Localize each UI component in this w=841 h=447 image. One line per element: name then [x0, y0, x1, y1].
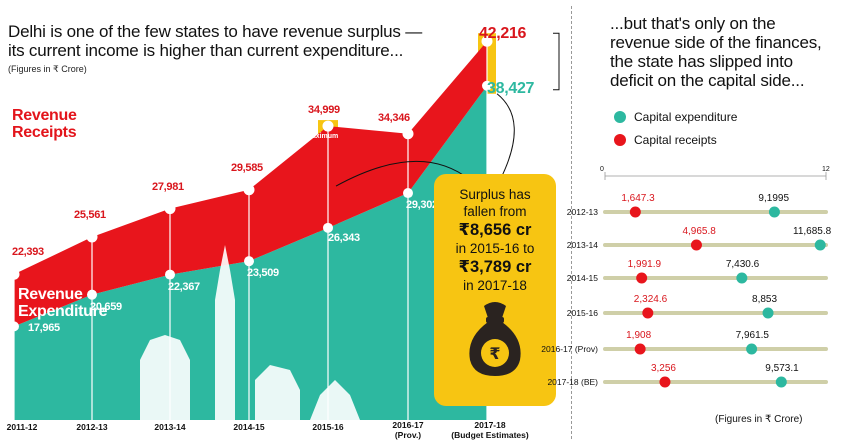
dot-receipts-label: 3,256 — [650, 363, 676, 374]
dot-row-year: 2016-17 (Prov) — [541, 344, 598, 354]
receipt-value-label: 25,561 — [74, 209, 106, 222]
revenue-receipts-label: Revenue Receipts — [12, 107, 77, 141]
dot-figures-note: (Figures in ₹ Crore) — [715, 414, 803, 425]
expenditure-value-label: 17,965 — [28, 322, 60, 335]
dot-expenditure-label: 8,853 — [752, 294, 778, 305]
expenditure-value-label: 23,509 — [247, 267, 279, 280]
callout-pointer-2017 — [496, 93, 515, 181]
receipt-point-0 — [8, 268, 20, 280]
legend-capex-text: Capital expenditure — [634, 110, 738, 124]
receipt-point-6 — [481, 35, 493, 47]
expenditure-point-4 — [323, 222, 333, 233]
legend-red-dot — [614, 134, 626, 146]
receipt-point-4 — [322, 120, 334, 132]
expenditure-point-3 — [244, 256, 254, 267]
expenditure-point-0 — [9, 321, 19, 332]
receipt-value-label: 42,216 — [479, 25, 527, 43]
expenditure-point-6 — [482, 80, 492, 91]
dot-receipts-label: 2,324.6 — [633, 294, 668, 305]
right-title-line2: revenue side of the finances, — [610, 33, 822, 52]
receipt-value-label: 27,981 — [152, 180, 184, 193]
dot-expenditure-label: 9,1995 — [758, 193, 790, 204]
right-title-line1: ...but that's only on the — [610, 14, 776, 33]
callout-pointer-2015 — [335, 160, 471, 187]
legend-caprec-text: Capital receipts — [634, 133, 717, 147]
revenue-receipts-band — [14, 41, 487, 327]
receipt-value-label: 34,346 — [378, 111, 410, 124]
revenue-expenditure-area — [14, 85, 487, 420]
expenditure-value-label: 22,367 — [168, 280, 200, 293]
dot-receipts-label: 1,908 — [626, 330, 652, 341]
callout-line5: ₹3,789 cr — [458, 258, 532, 276]
dot-expenditure-label: 9,573.1 — [765, 363, 799, 374]
dot-axis-min: 0 — [600, 166, 604, 173]
expenditure-point-5 — [403, 188, 413, 199]
panel-divider — [571, 6, 576, 439]
dot-row-year: 2014-15 — [566, 273, 598, 283]
left-title-line2: its current income is higher than curren… — [8, 41, 404, 60]
dot-receipts-label: 4,965.8 — [682, 226, 716, 237]
dot-row-year: 2013-14 — [566, 240, 598, 250]
expenditure-value-label: 20,659 — [90, 300, 122, 313]
delhi-skyline-silhouette — [140, 245, 360, 420]
surplus-callout: Surplus has fallen from ₹8,656 cr in 201… — [434, 174, 556, 406]
dot-row-year: 2017-18 (BE) — [547, 377, 598, 387]
x-tick-2013-14: 2013-14 — [154, 422, 186, 432]
receipt-point-1 — [86, 231, 98, 243]
left-figures-note: (Figures in ₹ Crore) — [8, 64, 87, 74]
callout-line3: ₹8,656 cr — [458, 221, 532, 239]
x-tick-2015-16: 2015-16 — [312, 422, 344, 432]
receipt-point-2 — [164, 203, 176, 215]
receipt-value-label: 34,999 — [308, 104, 340, 117]
surplus-bracket — [553, 32, 560, 91]
dot-row-year: 2015-16 — [566, 308, 598, 318]
right-title-line3: the state has slipped into — [610, 52, 793, 71]
dot-row-year: 2012-13 — [566, 207, 598, 217]
money-bag-icon: ₹ — [469, 302, 521, 376]
dot-receipts-label: 1,647.3 — [621, 193, 655, 204]
x-tick-2016-17: 2016-17 (Prov.) — [392, 420, 424, 440]
receipt-point-5 — [402, 128, 414, 140]
callout-line1: Surplus has — [459, 187, 531, 202]
dot-expenditure-label: 11,685.8 — [793, 226, 832, 237]
expenditure-point-1 — [87, 289, 97, 300]
receipt-point-3 — [243, 184, 255, 196]
expenditure-value-label: 26,343 — [328, 231, 360, 244]
expenditure-value-label: 29,302 — [406, 199, 438, 212]
svg-text:₹: ₹ — [489, 344, 500, 363]
right-title-line4: deficit on the capital side... — [610, 71, 805, 90]
revenue-expenditure-label: Revenue Expenditure — [18, 286, 108, 320]
callout-line2: fallen from — [463, 204, 527, 219]
maximum-label: Maximum — [306, 133, 339, 140]
dot-expenditure-label: 7,430.6 — [725, 259, 760, 270]
callout-line4: in 2015-16 to — [455, 241, 535, 256]
legend-capital-receipts: Capital receipts — [614, 133, 717, 147]
x-tick-2012-13: 2012-13 — [76, 422, 108, 432]
dot-axis-max: 12 — [822, 166, 830, 173]
left-title-line1: Delhi is one of the few states to have r… — [8, 22, 423, 41]
x-tick-2011-12: 2011-12 — [6, 422, 38, 432]
receipt-value-label: 22,393 — [12, 246, 44, 259]
callout-line6: in 2017-18 — [463, 278, 527, 293]
legend-teal-dot — [614, 111, 626, 123]
receipt-value-label: 29,585 — [231, 161, 263, 174]
legend-capital-expenditure: Capital expenditure — [614, 110, 737, 124]
x-tick-2014-15: 2014-15 — [233, 422, 265, 432]
x-tick-2017-18: 2017-18 (Budget Estimates) — [451, 420, 529, 440]
expenditure-point-2 — [165, 269, 175, 280]
dot-expenditure-label: 7,961.5 — [735, 330, 769, 341]
expenditure-value-label: 38,427 — [487, 79, 535, 97]
dot-receipts-label: 1,991.9 — [627, 259, 662, 270]
